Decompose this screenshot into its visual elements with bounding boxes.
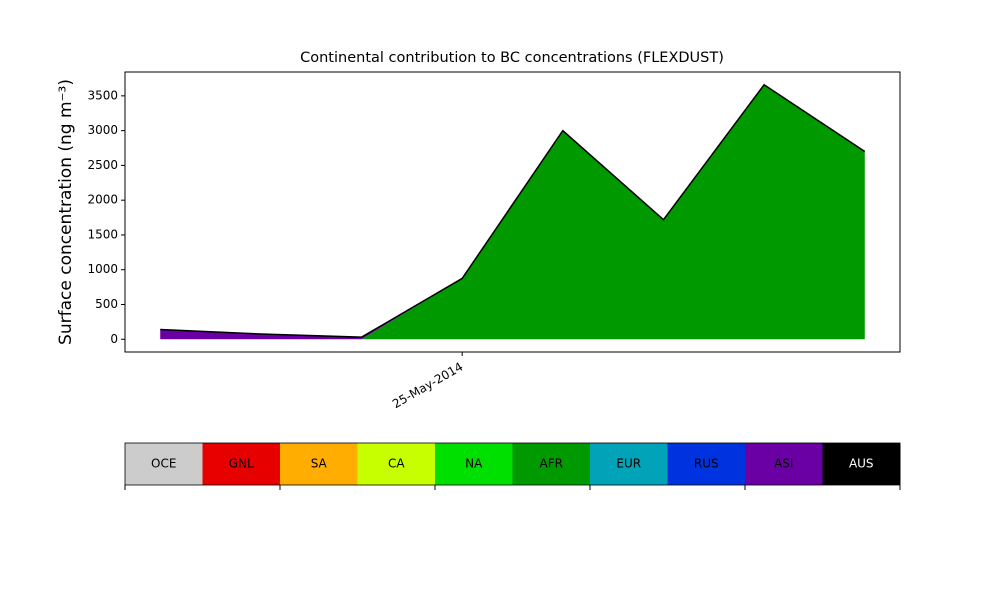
y-tick-label: 0 [110, 332, 118, 346]
legend-label: OCE [151, 457, 176, 471]
y-tick-label: 2000 [87, 193, 118, 207]
legend-swatch [512, 443, 591, 485]
y-tick-label: 3000 [87, 123, 118, 137]
legend-swatch [280, 443, 358, 485]
y-tick-label: 500 [95, 297, 118, 311]
y-axis-label: Surface concentration (ng m⁻³) [56, 79, 76, 345]
legend-label: AFR [540, 457, 563, 471]
y-tick-label: 2500 [87, 158, 118, 172]
legend-label: CA [388, 457, 405, 471]
legend-swatch [745, 443, 823, 485]
area [160, 84, 865, 340]
y-tick-label: 1500 [87, 227, 118, 241]
legend-swatch [667, 443, 746, 485]
chart-title: Continental contribution to BC concentra… [300, 50, 724, 66]
legend-swatch [435, 443, 513, 485]
legend-label: ASI [774, 457, 793, 471]
legend-label: AUS [849, 457, 874, 471]
legend-label: EUR [616, 457, 641, 471]
legend-swatch [202, 443, 281, 485]
legend-swatch [125, 443, 203, 485]
total-outline [160, 83, 866, 338]
legend-label: GNL [229, 457, 254, 471]
legend-label: RUS [694, 457, 719, 471]
legend-swatch [357, 443, 436, 485]
y-tick-label: 1000 [87, 262, 118, 276]
x-tick-label: 25-May-2014 [390, 360, 465, 412]
y-tick-label: 3500 [87, 88, 118, 102]
legend-label: NA [465, 457, 483, 471]
legend-swatch [590, 443, 668, 485]
legend-label: SA [311, 457, 328, 471]
plot-frame [124, 71, 901, 353]
legend-frame [124, 442, 901, 486]
legend-swatch [822, 443, 901, 485]
